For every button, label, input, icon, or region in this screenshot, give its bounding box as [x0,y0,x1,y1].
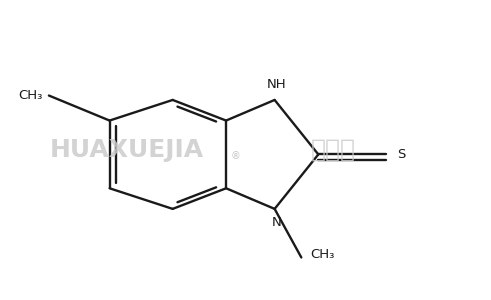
Text: CH₃: CH₃ [310,248,334,261]
Text: N: N [272,216,282,229]
Text: CH₃: CH₃ [19,89,43,102]
Text: 化学加: 化学加 [310,138,355,162]
Text: HUAXUEJIA: HUAXUEJIA [50,138,204,162]
Text: ®: ® [231,151,241,161]
Text: S: S [397,148,406,161]
Text: NH: NH [267,78,287,91]
